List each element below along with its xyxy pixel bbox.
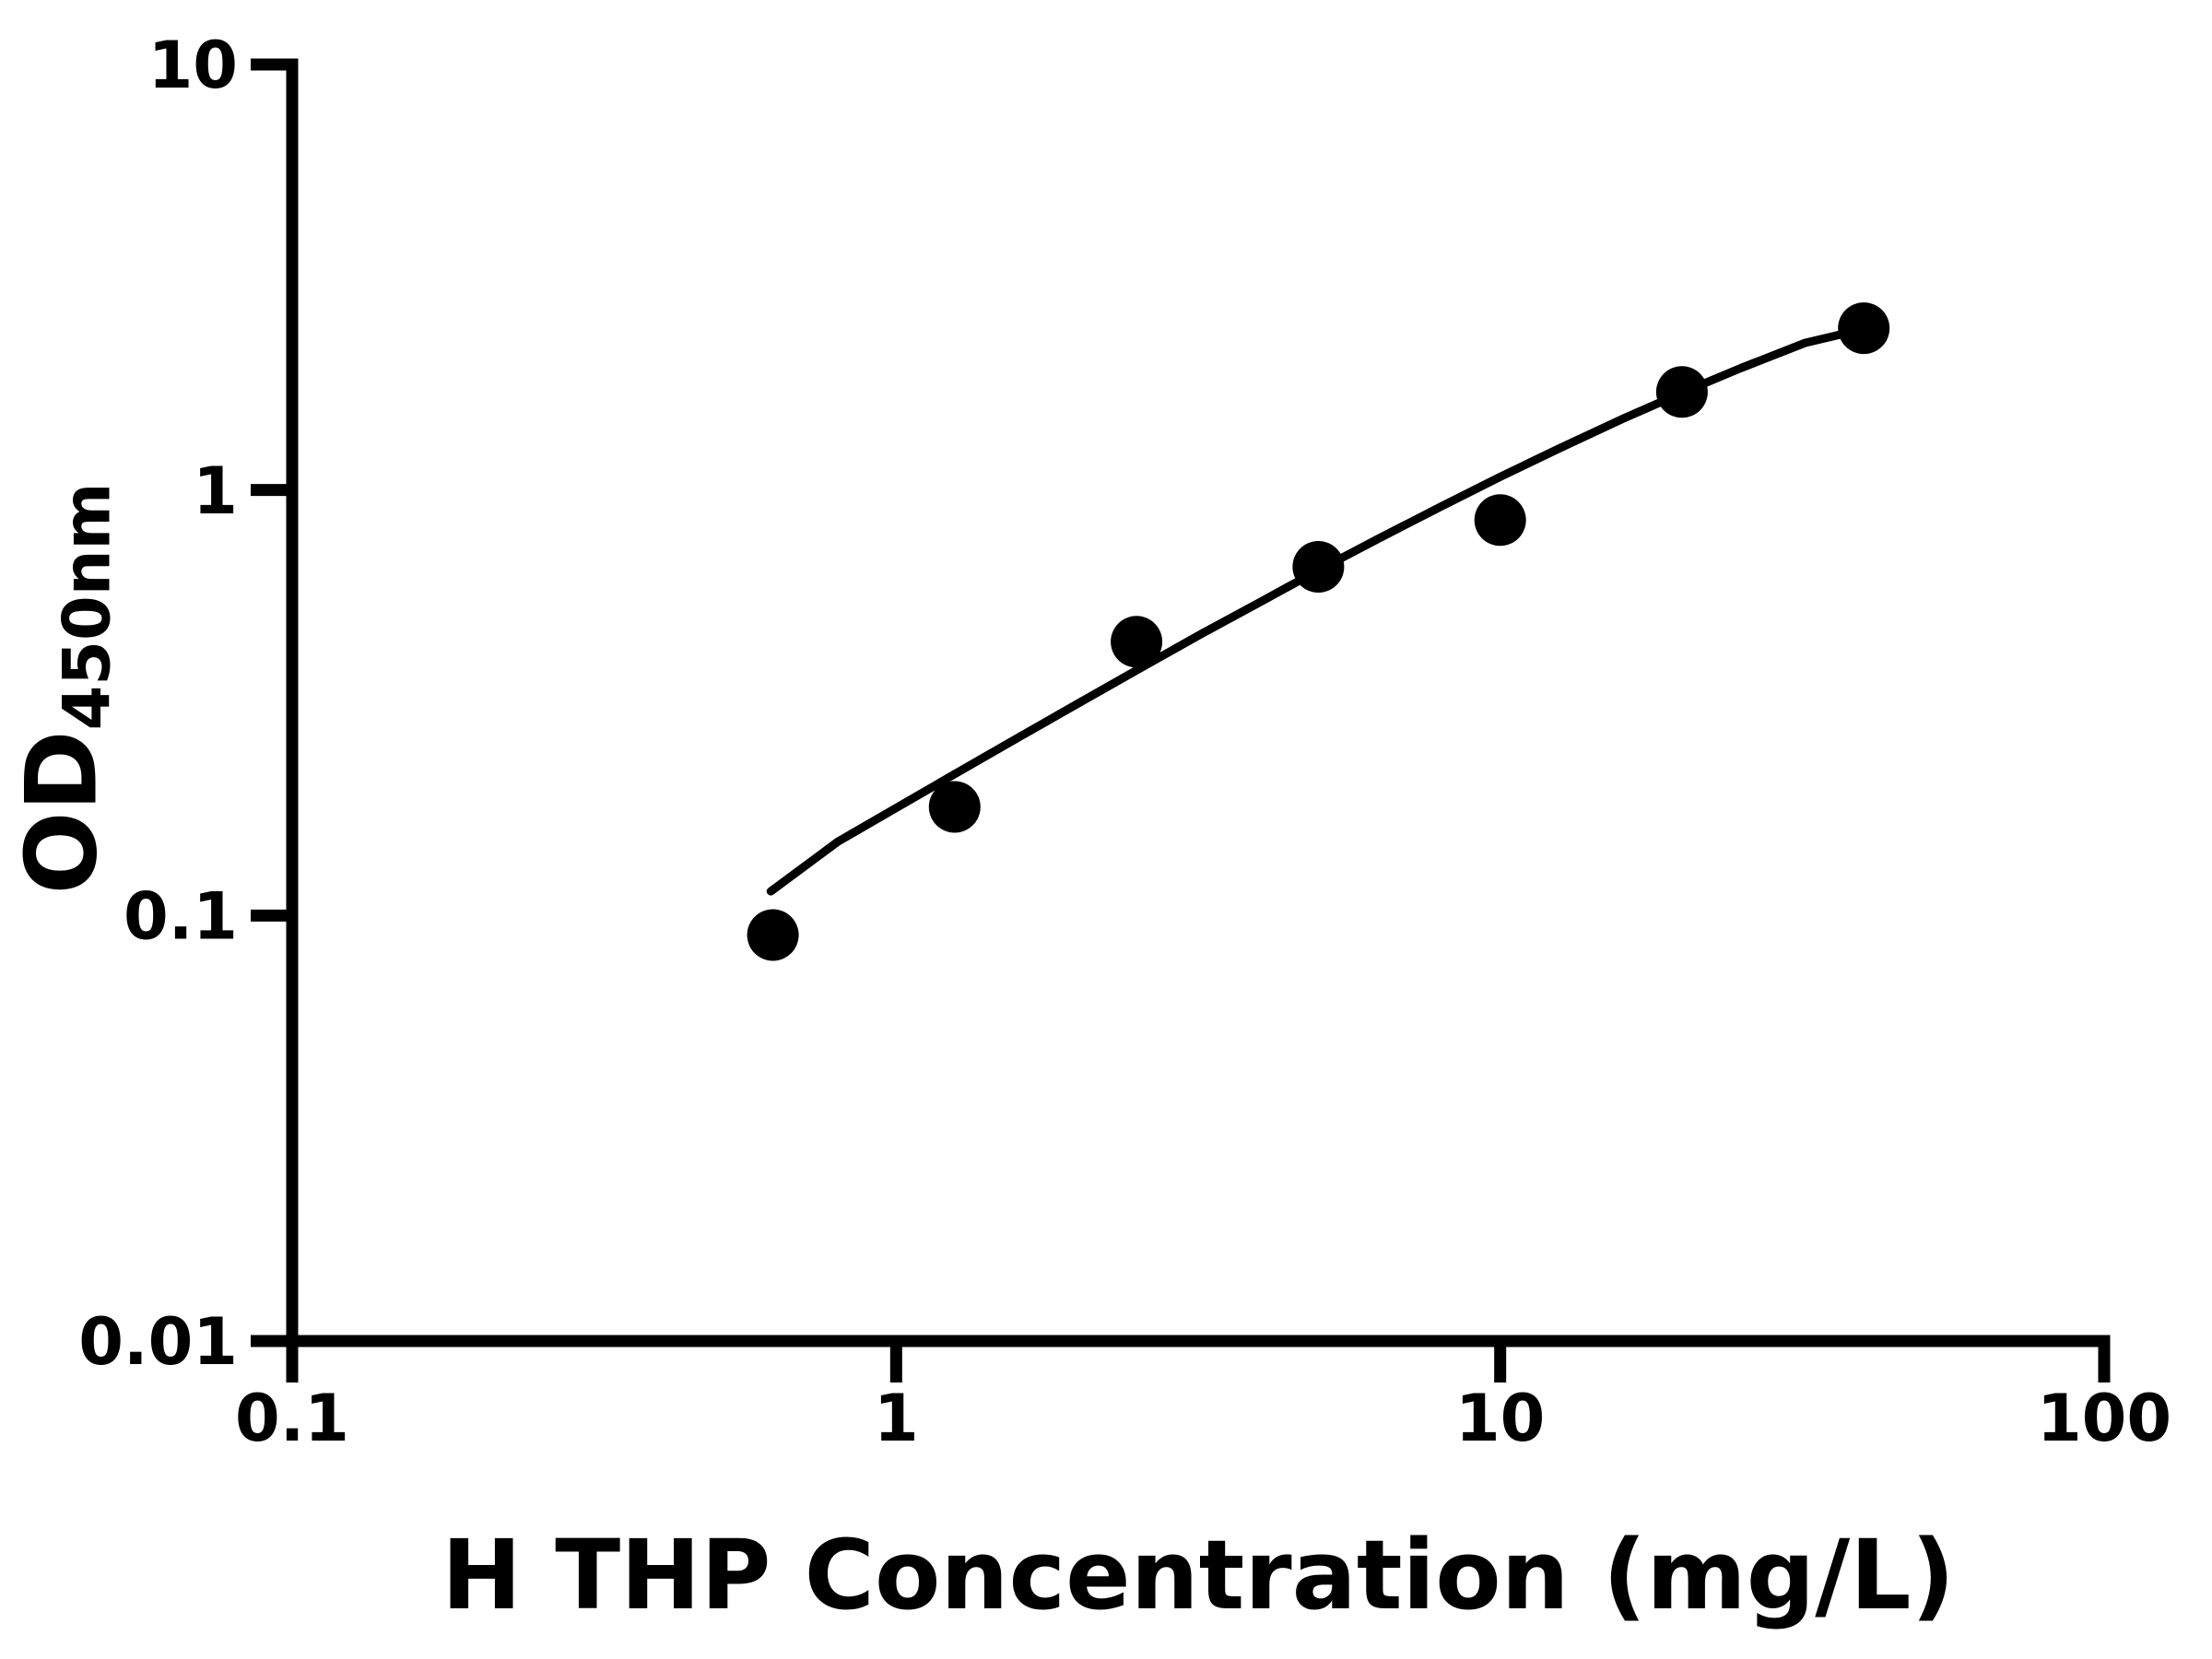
tick-marks xyxy=(251,58,2111,1382)
y-tick-label: 1 xyxy=(193,453,238,529)
data-point-marker xyxy=(1474,494,1526,547)
data-point-marker xyxy=(747,909,799,961)
data-points xyxy=(747,302,1890,961)
y-tick-label: 0.01 xyxy=(78,1304,238,1380)
data-point-marker xyxy=(928,781,981,833)
x-tick-label: 10 xyxy=(1455,1381,1545,1456)
data-point-marker xyxy=(1111,616,1163,668)
y-tick-label: 10 xyxy=(148,28,238,103)
y-axis-title: OD450nm xyxy=(5,482,124,894)
x-tick-label: 1 xyxy=(874,1381,919,1456)
axes xyxy=(286,58,2111,1347)
data-point-marker xyxy=(1838,302,1890,355)
y-tick-label: 0.1 xyxy=(124,879,238,955)
data-point-marker xyxy=(1655,366,1708,418)
y-axis-title-main: OD xyxy=(5,730,119,895)
x-axis-title: H THP Concentration (mg/L) xyxy=(441,1519,1956,1631)
y-axis-title-subscript: 450nm xyxy=(49,482,125,731)
x-tick-label: 100 xyxy=(2037,1381,2171,1456)
data-point-marker xyxy=(1292,541,1345,593)
x-tick-label: 0.1 xyxy=(235,1381,349,1456)
